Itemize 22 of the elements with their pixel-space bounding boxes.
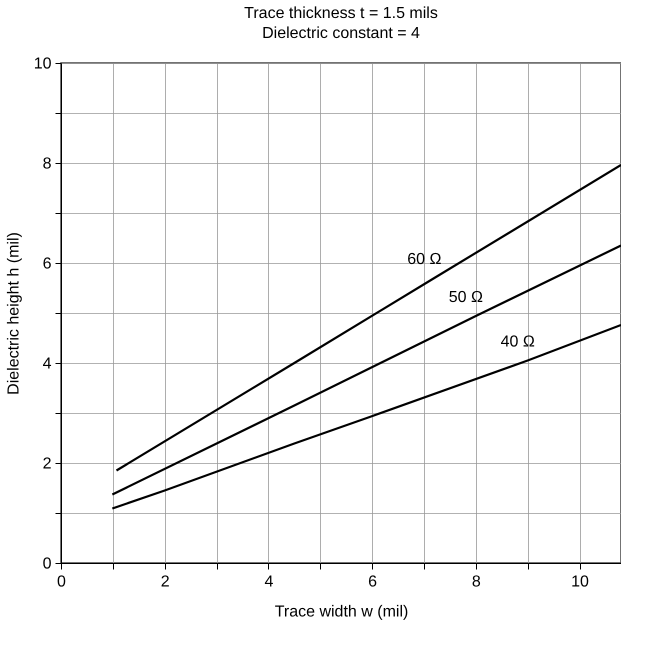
series-label: 40 Ω	[500, 334, 535, 350]
chart-title: Trace thickness t = 1.5 mils	[244, 5, 438, 22]
x-axis-title: Trace width w (mil)	[274, 604, 408, 620]
y-tick-label: 6	[42, 256, 52, 272]
chart-subtitle: Dielectric constant = 4	[262, 25, 420, 42]
x-tick-label: 6	[368, 574, 378, 590]
x-tick-label: 4	[264, 574, 274, 590]
x-tick-label: 10	[571, 574, 590, 590]
y-tick-label: 8	[42, 156, 52, 172]
series-label: 60 Ω	[407, 251, 442, 268]
x-tick-label: 0	[57, 574, 66, 590]
series-label: 50 Ω	[448, 289, 483, 306]
y-tick-label: 0	[42, 556, 52, 572]
line-series	[111, 244, 621, 496]
line-series	[111, 324, 621, 510]
y-axis-title: Dielectric height h (mil)	[6, 232, 23, 395]
x-tick-label: 2	[160, 574, 170, 590]
x-tick-label: 8	[472, 574, 481, 590]
y-tick-label: 4	[42, 356, 52, 372]
y-tick-label: 2	[42, 456, 52, 472]
y-tick-label: 10	[34, 56, 52, 72]
line-series	[115, 164, 621, 472]
